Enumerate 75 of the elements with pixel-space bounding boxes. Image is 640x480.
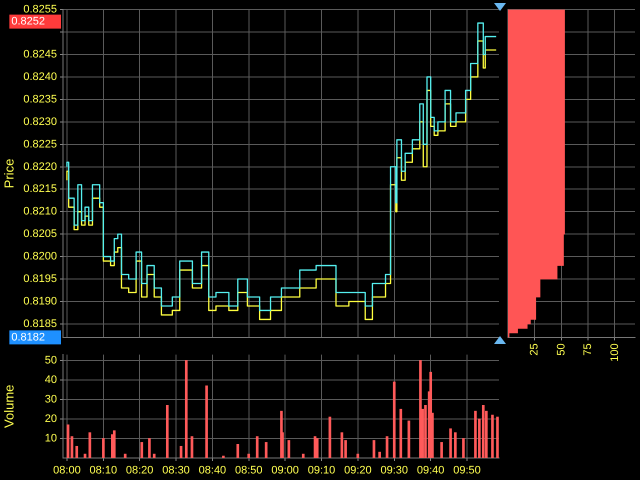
- bar: [190, 436, 194, 458]
- text: 0.8252: [11, 16, 46, 28]
- bar: [102, 438, 105, 458]
- x-tick-label: 08:10: [90, 464, 118, 477]
- y-tick-label: 0.8220: [23, 160, 57, 173]
- bar: [88, 432, 92, 458]
- bar: [264, 442, 268, 458]
- bar: [449, 428, 452, 458]
- x-tick-label: 08:00: [53, 464, 81, 477]
- bar: [148, 438, 151, 458]
- bar: [328, 416, 332, 458]
- x-tick-label: 09:20: [344, 464, 372, 477]
- y-tick-label: 0.8225: [23, 138, 57, 150]
- y-tick-label: 20: [44, 413, 57, 426]
- y-tick-label: 0.8230: [23, 116, 57, 128]
- x-tick-label: 09:10: [308, 464, 336, 477]
- x-tick-label: 08:20: [126, 464, 154, 477]
- bar: [180, 446, 182, 458]
- bar: [340, 432, 344, 458]
- bar: [75, 446, 78, 458]
- y-tick-label: 0.8210: [23, 206, 57, 218]
- bar: [408, 420, 410, 458]
- y-tick-label: 0.8215: [23, 183, 57, 196]
- y-tick-label: 0.8235: [23, 93, 57, 106]
- bar: [184, 360, 188, 458]
- bar: [236, 444, 240, 458]
- x-tick-label: 09:00: [271, 464, 299, 477]
- bar: [399, 408, 402, 458]
- bar: [462, 438, 465, 458]
- bar: [140, 442, 144, 458]
- x-tick-label: 25: [528, 343, 541, 356]
- bar: [84, 454, 86, 458]
- y-tick-label: 0.8255: [23, 4, 57, 16]
- x-tick-label: 09:50: [453, 464, 481, 477]
- bar: [166, 404, 169, 458]
- bar: [454, 432, 457, 458]
- bar: [205, 385, 208, 458]
- bar: [112, 430, 116, 458]
- bar: [386, 436, 388, 458]
- y-tick-label: 0.8200: [23, 250, 57, 263]
- y-tick-label: 0.8245: [23, 48, 57, 61]
- bar: [440, 442, 443, 458]
- bar: [256, 436, 259, 458]
- y-tick-label: 50: [44, 354, 57, 366]
- bar: [288, 440, 290, 458]
- bar: [482, 404, 485, 458]
- x-tick-label: 09:40: [416, 464, 444, 477]
- y-tick-label: 0.8190: [23, 296, 57, 308]
- x-tick-label: 100: [608, 343, 621, 362]
- bar: [316, 438, 319, 458]
- x-tick-label: 75: [582, 343, 594, 356]
- bar: [491, 414, 494, 458]
- bar: [392, 382, 396, 458]
- bar: [372, 440, 376, 458]
- x-tick-label: 50: [555, 343, 568, 356]
- x-tick-label: 08:40: [198, 464, 226, 477]
- bar: [496, 416, 499, 458]
- y-tick-label: 0.8195: [23, 273, 57, 286]
- y-tick-label: 30: [44, 394, 57, 406]
- bar: [314, 436, 316, 458]
- x-tick-label: 08:30: [162, 464, 190, 477]
- y-tick-label: 10: [44, 432, 57, 445]
- y-tick-label: 40: [44, 374, 57, 386]
- bar: [419, 360, 422, 458]
- x-tick-label: 08:50: [235, 464, 263, 477]
- x-tick-label: 09:30: [380, 464, 408, 477]
- bar: [378, 452, 381, 458]
- y-tick-label: 0.8240: [23, 70, 57, 83]
- text: 0.8182: [11, 331, 46, 344]
- y-tick-label: 0.8205: [23, 228, 57, 240]
- bar: [474, 410, 477, 458]
- y-axis-title: Price: [2, 158, 17, 188]
- y-tick-label: 0.8185: [23, 318, 57, 330]
- bar: [66, 424, 70, 458]
- y-axis-title: Volume: [2, 384, 17, 428]
